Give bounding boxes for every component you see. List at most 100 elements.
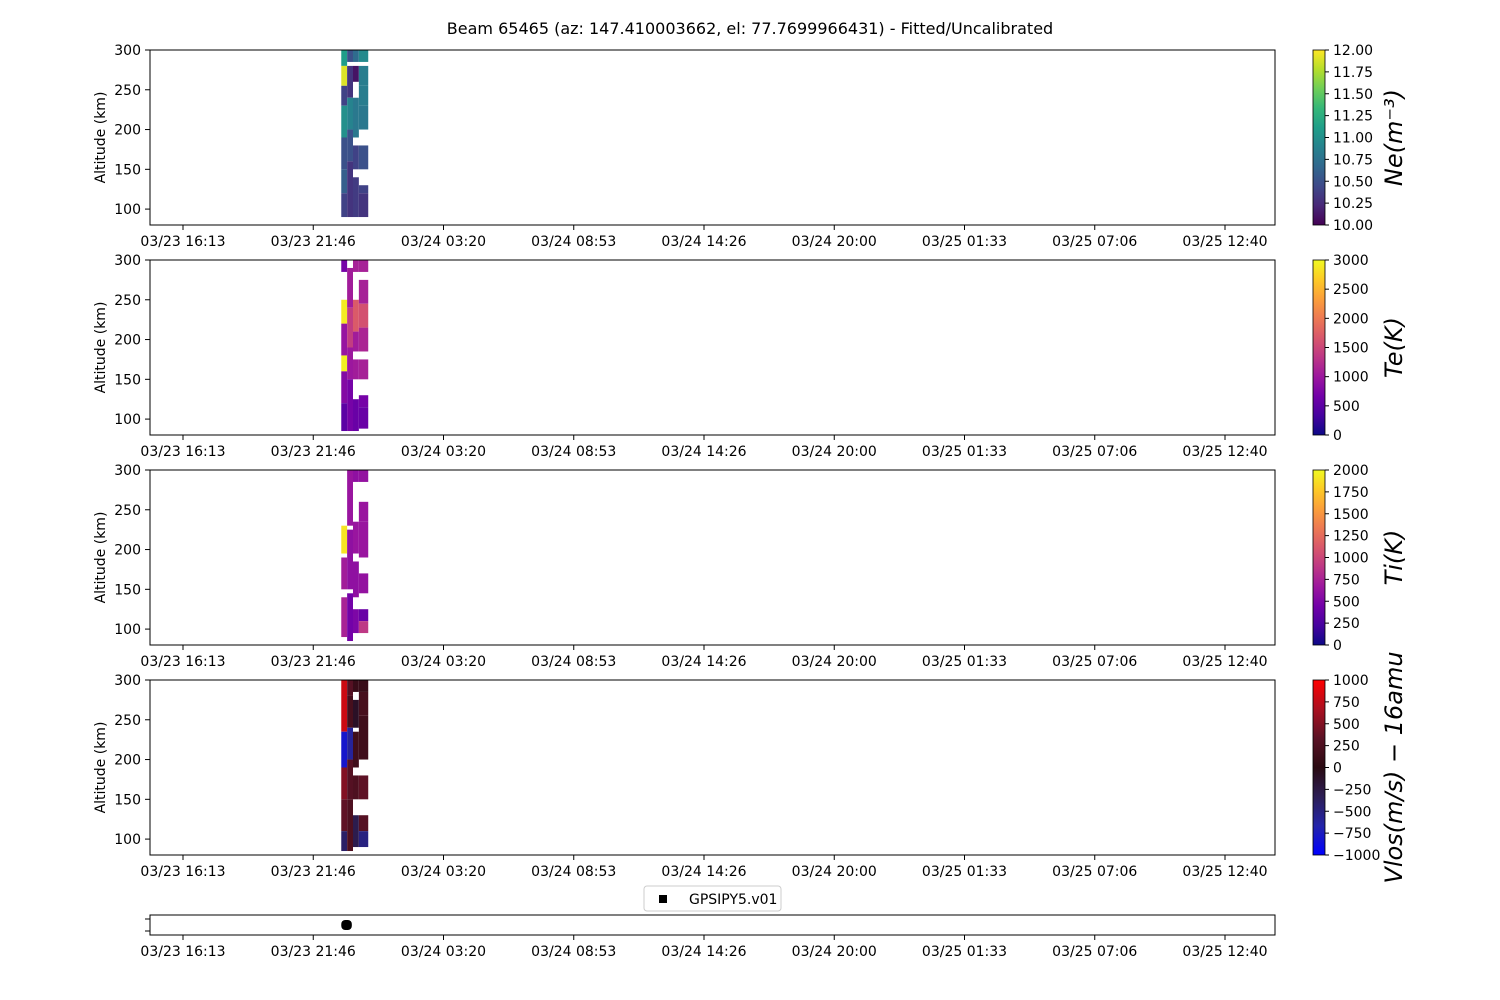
heatmap-cell <box>358 279 369 304</box>
colorbar-tick-label: 500 <box>1333 399 1360 415</box>
instrument-marker <box>341 920 352 930</box>
heatmap-cell <box>347 347 353 380</box>
colorbar-tick-label: 10.50 <box>1333 174 1373 190</box>
colorbar-label: Ne(m⁻³) <box>1380 89 1408 186</box>
heatmap-cell <box>352 680 359 692</box>
heatmap-cell <box>347 307 353 348</box>
heatmap-cell <box>358 715 369 760</box>
colorbar-tick-label: 250 <box>1333 616 1360 632</box>
x-tick-label: 03/25 07:06 <box>1052 444 1137 460</box>
x-tick-label: 03/23 21:46 <box>271 864 356 880</box>
heatmap-cell <box>341 260 348 272</box>
heatmap-cell <box>358 65 369 86</box>
colorbar-tick-label: 12.00 <box>1333 43 1373 59</box>
heatmap-cell <box>358 609 369 622</box>
colorbar <box>1312 49 1326 226</box>
heatmap-cell <box>352 815 359 848</box>
x-tick-label: 03/24 14:26 <box>661 654 746 670</box>
heatmap-cell <box>341 680 348 732</box>
x-tick-label: 03/23 21:46 <box>271 944 356 960</box>
heatmap-cell <box>347 759 353 800</box>
x-tick-label: 03/25 07:06 <box>1052 864 1137 880</box>
colorbar-tick-label: 2000 <box>1333 311 1369 327</box>
heatmap-cell <box>358 815 369 832</box>
heatmap-cell <box>352 359 359 380</box>
heatmap-cell <box>358 501 369 522</box>
x-tick-label: 03/23 16:13 <box>140 944 225 960</box>
heatmap-cell <box>358 407 369 429</box>
panel-1: 100 150 200 250 300 03/23 16:13 03/23 21:46 03/… <box>93 43 1408 250</box>
colorbar-tick-label: 1000 <box>1333 673 1369 689</box>
heatmap-cell <box>358 680 369 692</box>
y-axis-label: Altitude (km) <box>93 722 109 814</box>
colorbar-label: Vlos(m/s) − 16amu <box>1380 651 1408 883</box>
colorbar-tick-label: −750 <box>1333 826 1371 842</box>
x-tick-label: 03/25 12:40 <box>1182 654 1267 670</box>
x-tick-label: 03/25 01:33 <box>922 864 1007 880</box>
heatmap-cell <box>347 379 353 432</box>
x-tick-label: 03/25 01:33 <box>922 234 1007 250</box>
heatmap-cell <box>358 85 369 106</box>
y-tick-label: 300 <box>114 253 141 269</box>
heatmap-cell <box>352 775 359 800</box>
colorbar-tick-label: 3000 <box>1333 253 1369 269</box>
figure-title: Beam 65465 (az: 147.410003662, el: 77.76… <box>447 19 1053 38</box>
colorbar-tick-label: 750 <box>1333 695 1360 711</box>
heatmap-cell <box>352 609 359 634</box>
colorbar-tick-label: 11.25 <box>1333 109 1373 125</box>
heatmap-cell <box>358 260 369 272</box>
colorbar-tick-label: 10.00 <box>1333 218 1373 234</box>
heatmap-cell <box>341 299 348 324</box>
y-tick-label: 200 <box>114 753 141 769</box>
x-tick-label: 03/25 07:06 <box>1052 944 1137 960</box>
y-tick-label: 250 <box>114 713 141 729</box>
x-tick-label: 03/24 03:20 <box>401 864 486 880</box>
y-tick-label: 300 <box>114 673 141 689</box>
x-tick-label: 03/24 03:20 <box>401 234 486 250</box>
y-tick-label: 300 <box>114 463 141 479</box>
y-tick-label: 150 <box>114 582 141 598</box>
heatmap-cell <box>347 727 353 760</box>
heatmap-cell <box>341 799 348 832</box>
x-tick-label: 03/25 01:33 <box>922 654 1007 670</box>
heatmap-cell <box>352 331 359 352</box>
y-tick-label: 150 <box>114 162 141 178</box>
x-tick-label: 03/24 08:53 <box>531 864 616 880</box>
x-tick-label: 03/23 16:13 <box>140 234 225 250</box>
colorbar-tick-label: 11.75 <box>1333 65 1373 81</box>
heatmap-cell <box>341 137 348 170</box>
heatmap-cell <box>352 50 359 62</box>
heatmap-cell <box>347 129 353 162</box>
colorbar-tick-label: −250 <box>1333 782 1371 798</box>
panel-2: 100 150 200 250 300 03/23 16:13 03/23 21:46 03/… <box>93 253 1408 460</box>
legend-label: GPSIPY5.v01 <box>689 892 777 908</box>
colorbar-tick-label: 1000 <box>1333 370 1369 386</box>
heatmap-cell <box>341 403 348 432</box>
heatmap-cell <box>347 50 353 62</box>
heatmap-cell <box>347 97 353 130</box>
y-tick-label: 150 <box>114 792 141 808</box>
heatmap-cell <box>341 105 348 138</box>
y-axis-label: Altitude (km) <box>93 512 109 604</box>
colorbar-tick-label: 0 <box>1333 638 1342 654</box>
colorbar-tick-label: 10.75 <box>1333 152 1373 168</box>
y-tick-label: 200 <box>114 543 141 559</box>
heatmap-cell <box>347 799 353 852</box>
heatmap-cell <box>352 399 359 432</box>
heatmap-cell <box>358 395 369 408</box>
colorbar-tick-label: −500 <box>1333 804 1371 820</box>
x-tick-label: 03/25 07:06 <box>1052 654 1137 670</box>
heatmap-cell <box>358 521 369 558</box>
heatmap-cell <box>347 161 353 218</box>
x-tick-label: 03/25 12:40 <box>1182 234 1267 250</box>
colorbar-tick-label: 10.25 <box>1333 196 1373 212</box>
y-tick-label: 250 <box>114 293 141 309</box>
colorbar-tick-label: 500 <box>1333 717 1360 733</box>
y-tick-label: 200 <box>114 333 141 349</box>
heatmap-cell <box>347 529 353 590</box>
heatmap-cell <box>341 731 348 768</box>
heatmap-cell <box>341 597 348 638</box>
heatmap-cell <box>347 470 353 526</box>
x-tick-label: 03/24 20:00 <box>792 864 877 880</box>
